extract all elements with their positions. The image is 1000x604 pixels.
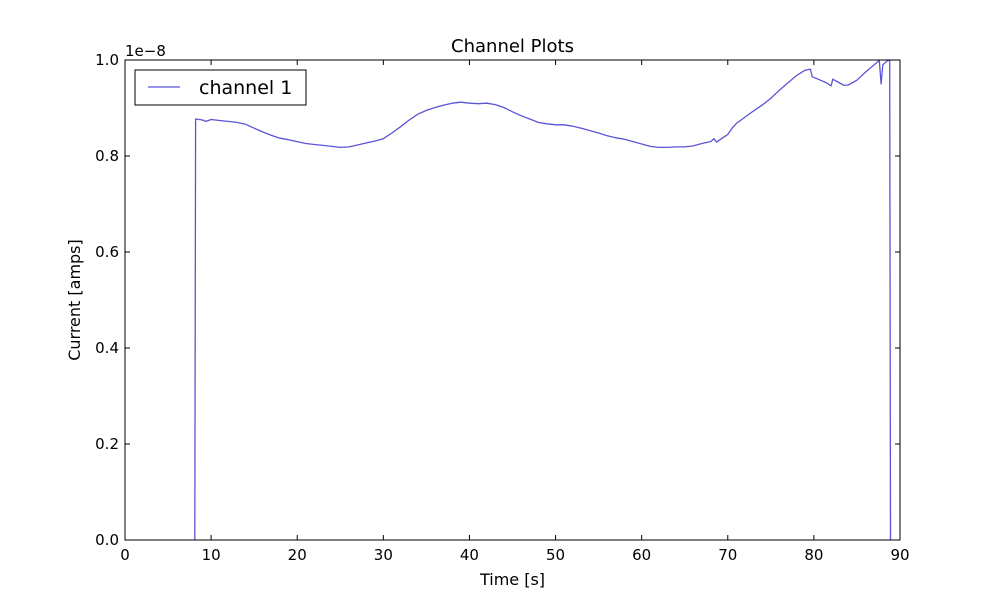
x-tick-label: 0 bbox=[120, 546, 130, 564]
y-tick-label: 0.6 bbox=[95, 243, 119, 261]
y-tick-label: 0.0 bbox=[95, 531, 119, 549]
data-layer bbox=[194, 59, 892, 541]
plot-area-frame bbox=[124, 59, 901, 541]
x-tick-label: 70 bbox=[718, 546, 737, 564]
ticks-layer: 0 10 20 30 40 50 60 70 80 90 0.0 0.2 0.4 0.6 0.8 1.0 bbox=[95, 51, 909, 564]
y-axis-offset-text: 1e−8 bbox=[125, 42, 166, 60]
x-tick-label: 50 bbox=[546, 546, 565, 564]
y-tick-label: 0.4 bbox=[95, 339, 119, 357]
x-tick-label: 90 bbox=[890, 546, 909, 564]
x-tick-label: 20 bbox=[288, 546, 307, 564]
y-tick-label: 1.0 bbox=[95, 51, 119, 69]
y-tick-label: 0.2 bbox=[95, 435, 119, 453]
x-tick-label: 30 bbox=[374, 546, 393, 564]
legend: channel 1 bbox=[134, 69, 307, 106]
legend-label-channel-1: channel 1 bbox=[199, 77, 292, 99]
chart-title: Channel Plots bbox=[451, 36, 574, 57]
x-axis-label: Time [s] bbox=[479, 570, 545, 589]
y-tick-label: 0.8 bbox=[95, 147, 119, 165]
series-line-channel-1 bbox=[194, 59, 892, 541]
x-tick-label: 40 bbox=[460, 546, 479, 564]
x-tick-label: 60 bbox=[632, 546, 651, 564]
y-axis-label: Current [amps] bbox=[65, 239, 84, 361]
x-tick-label: 80 bbox=[804, 546, 823, 564]
x-tick-label: 10 bbox=[202, 546, 221, 564]
